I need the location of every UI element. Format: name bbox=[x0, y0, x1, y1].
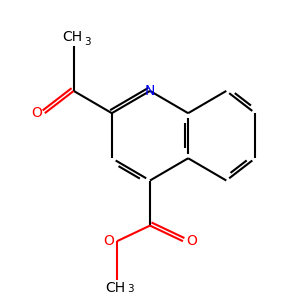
Text: CH: CH bbox=[62, 30, 82, 44]
Text: CH: CH bbox=[106, 281, 126, 295]
Text: O: O bbox=[31, 106, 42, 120]
Text: 3: 3 bbox=[84, 37, 91, 47]
Text: N: N bbox=[145, 84, 155, 98]
Text: O: O bbox=[186, 234, 197, 248]
Text: 3: 3 bbox=[128, 284, 134, 294]
Text: O: O bbox=[103, 234, 114, 248]
